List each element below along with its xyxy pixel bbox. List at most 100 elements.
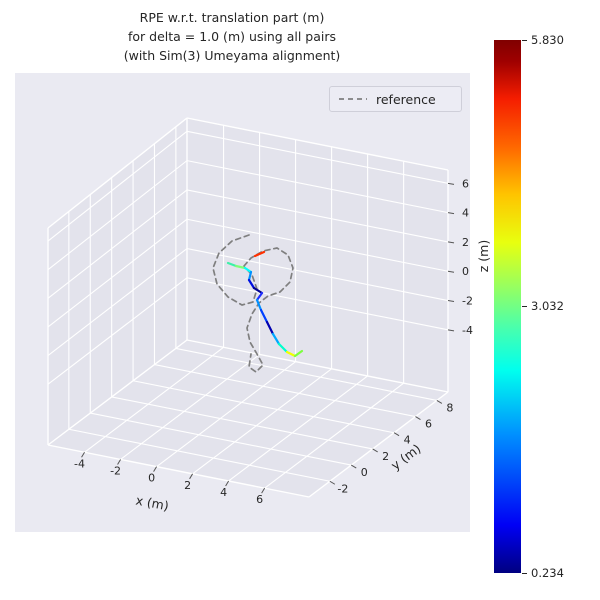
grid-line-x-floor [156, 361, 296, 468]
grid-line-z-left [47, 130, 188, 242]
y-tick-label: 4 [404, 434, 411, 447]
y-tick-mark [372, 448, 378, 453]
pane-edge [47, 339, 188, 446]
colorbar-tick-mid [522, 306, 527, 307]
legend: reference [329, 86, 462, 112]
grid-line-x-floor [264, 382, 404, 489]
grid-line-z-right [186, 277, 449, 331]
pane-left [48, 118, 187, 445]
rpe-trajectory-segment [243, 266, 253, 274]
grid-line-z-left [47, 189, 188, 299]
y-tick-mark [393, 432, 400, 437]
grid-line-z-right [186, 189, 449, 243]
rpe-trajectory-segment [234, 264, 247, 270]
pane-edge [186, 339, 449, 393]
legend-label-reference: reference [376, 91, 436, 107]
y-tick-label: 2 [382, 450, 389, 463]
colorbar-tick-min [522, 573, 527, 574]
x-tick-label: 2 [184, 479, 191, 492]
grid-line-y-floor [175, 347, 437, 401]
chart-title: RPE w.r.t. translation part (m) for delt… [0, 9, 464, 65]
x-tick-label: 4 [220, 486, 227, 499]
x-tick-mark [153, 466, 158, 472]
x-tick-label: 0 [148, 472, 155, 485]
pane-edge [186, 117, 449, 171]
z-tick-label: 6 [462, 177, 469, 190]
x-tick-mark [261, 487, 266, 494]
colorbar-label-min: 0.234 [531, 566, 564, 580]
grid-line-z-left [47, 218, 188, 328]
rpe-trajectory-segment [293, 349, 304, 358]
y-tick-mark [329, 480, 336, 485]
z-tick-mark [447, 270, 455, 273]
chart-title-line-2: for delta = 1.0 (m) using all pairs [127, 28, 337, 44]
colorbar-label-mid: 3.032 [531, 299, 564, 313]
pane-edge [308, 391, 449, 498]
rpe-trajectory-segment [265, 320, 275, 336]
z-tick-label: -4 [462, 324, 473, 337]
grid-line-y-floor [132, 380, 395, 434]
chart-title-line-3: (with Sim(3) Umeyama alignment) [123, 47, 341, 63]
rpe-trajectory-segment [255, 291, 264, 302]
x-axis-label: x (m) [135, 492, 171, 513]
rpe-trajectory-segment [255, 298, 263, 312]
y-tick-label: 6 [425, 418, 432, 431]
z-tick-mark [447, 241, 455, 244]
rpe-trajectory-segment [271, 332, 281, 346]
y-tick-mark [350, 464, 357, 469]
grid-line-y-floor [90, 412, 352, 466]
pane-floor [48, 340, 448, 497]
x-tick-label: -4 [74, 457, 85, 470]
grid-line-z-right [186, 130, 449, 184]
z-tick-label: 2 [462, 236, 469, 249]
x-tick-mark [225, 480, 230, 487]
rpe-trajectory-segment [226, 261, 238, 268]
reference-trajectory [212, 234, 294, 373]
colorbar-gradient [494, 40, 521, 573]
grid-line-z-right [186, 160, 449, 214]
grid-line-x-floor [228, 375, 368, 482]
chart-title-line-1: RPE w.r.t. translation part (m) [139, 10, 325, 25]
grid-line-z-left [47, 160, 188, 271]
z-tick-label: -2 [462, 295, 473, 308]
pane-right [187, 118, 448, 392]
grid-line-y-floor [68, 428, 330, 482]
grid-line-y-floor [154, 364, 416, 418]
grid-line-z-right [186, 247, 449, 302]
x-tick-label: -2 [110, 464, 121, 477]
x-tick-mark [189, 473, 194, 480]
rpe-trajectory-segment [247, 278, 256, 290]
z-tick-mark [447, 329, 455, 332]
z-axis-label: z (m) [476, 240, 491, 272]
x-tick-mark [81, 452, 85, 458]
x-tick-label: 6 [256, 493, 263, 506]
grid-line-z-left [47, 248, 188, 357]
grid-line-x-floor [120, 354, 260, 460]
z-tick-label: 0 [462, 265, 469, 278]
rpe-trajectory-segment [277, 342, 289, 354]
rpe-trajectory-segment [252, 286, 264, 295]
grid-line-z-right [186, 218, 449, 272]
grid-line-y-floor [111, 396, 373, 450]
legend-line-sample-reference [339, 98, 367, 100]
colorbar-label-max: 5.830 [531, 33, 564, 47]
y-tick-mark [436, 399, 443, 404]
z-tick-mark [447, 300, 455, 303]
z-tick-label: 4 [462, 207, 469, 220]
rpe-trajectory-segment [253, 250, 266, 258]
x-tick-mark [117, 459, 121, 465]
rpe-trajectory-segment [285, 350, 297, 358]
y-tick-label: 0 [361, 466, 368, 479]
grid-line-x-floor [84, 346, 224, 453]
colorbar-tick-max [522, 40, 527, 41]
z-tick-mark [447, 212, 455, 215]
grid-line-x-floor [192, 368, 332, 475]
grid-line-z-left [47, 277, 188, 385]
y-tick-mark [415, 416, 421, 420]
pane-edge [47, 444, 310, 498]
pane-edge [47, 117, 188, 229]
rpe-trajectory-segment [259, 308, 269, 324]
rpe-trajectory-segment [247, 270, 253, 282]
